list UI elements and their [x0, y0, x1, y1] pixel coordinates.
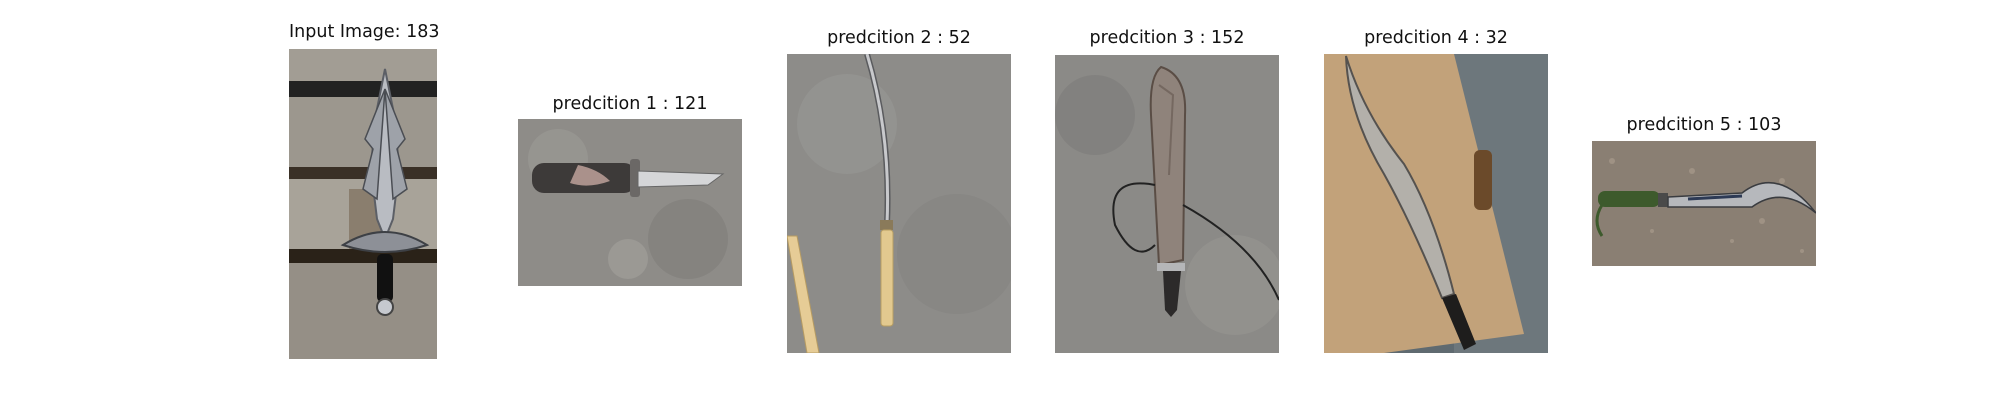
- input-image-panel: Input Image: 183: [289, 22, 440, 360]
- prediction-5-title: predcition 5 : 103: [1626, 115, 1782, 135]
- prediction-5-image: [1592, 141, 1816, 266]
- prediction-1-image: [518, 119, 742, 286]
- input-image-title: Input Image: 183: [289, 22, 440, 42]
- prediction-3-image: [1055, 55, 1279, 353]
- prediction-4-image: [1324, 54, 1548, 353]
- prediction-2-title: predcition 2 : 52: [827, 28, 971, 48]
- prediction-5-panel: predcition 5 : 103: [1592, 115, 1816, 266]
- prediction-2-panel: predcition 2 : 52: [787, 28, 1011, 353]
- prediction-3-panel: predcition 3 : 152: [1055, 28, 1279, 353]
- prediction-4-title: predcition 4 : 32: [1364, 28, 1508, 48]
- prediction-1-title: predcition 1 : 121: [552, 94, 708, 114]
- prediction-4-panel: predcition 4 : 32: [1324, 28, 1548, 353]
- prediction-3-title: predcition 3 : 152: [1089, 28, 1245, 48]
- input-image: [289, 49, 437, 359]
- prediction-1-panel: predcition 1 : 121: [518, 94, 742, 286]
- prediction-2-image: [787, 54, 1011, 353]
